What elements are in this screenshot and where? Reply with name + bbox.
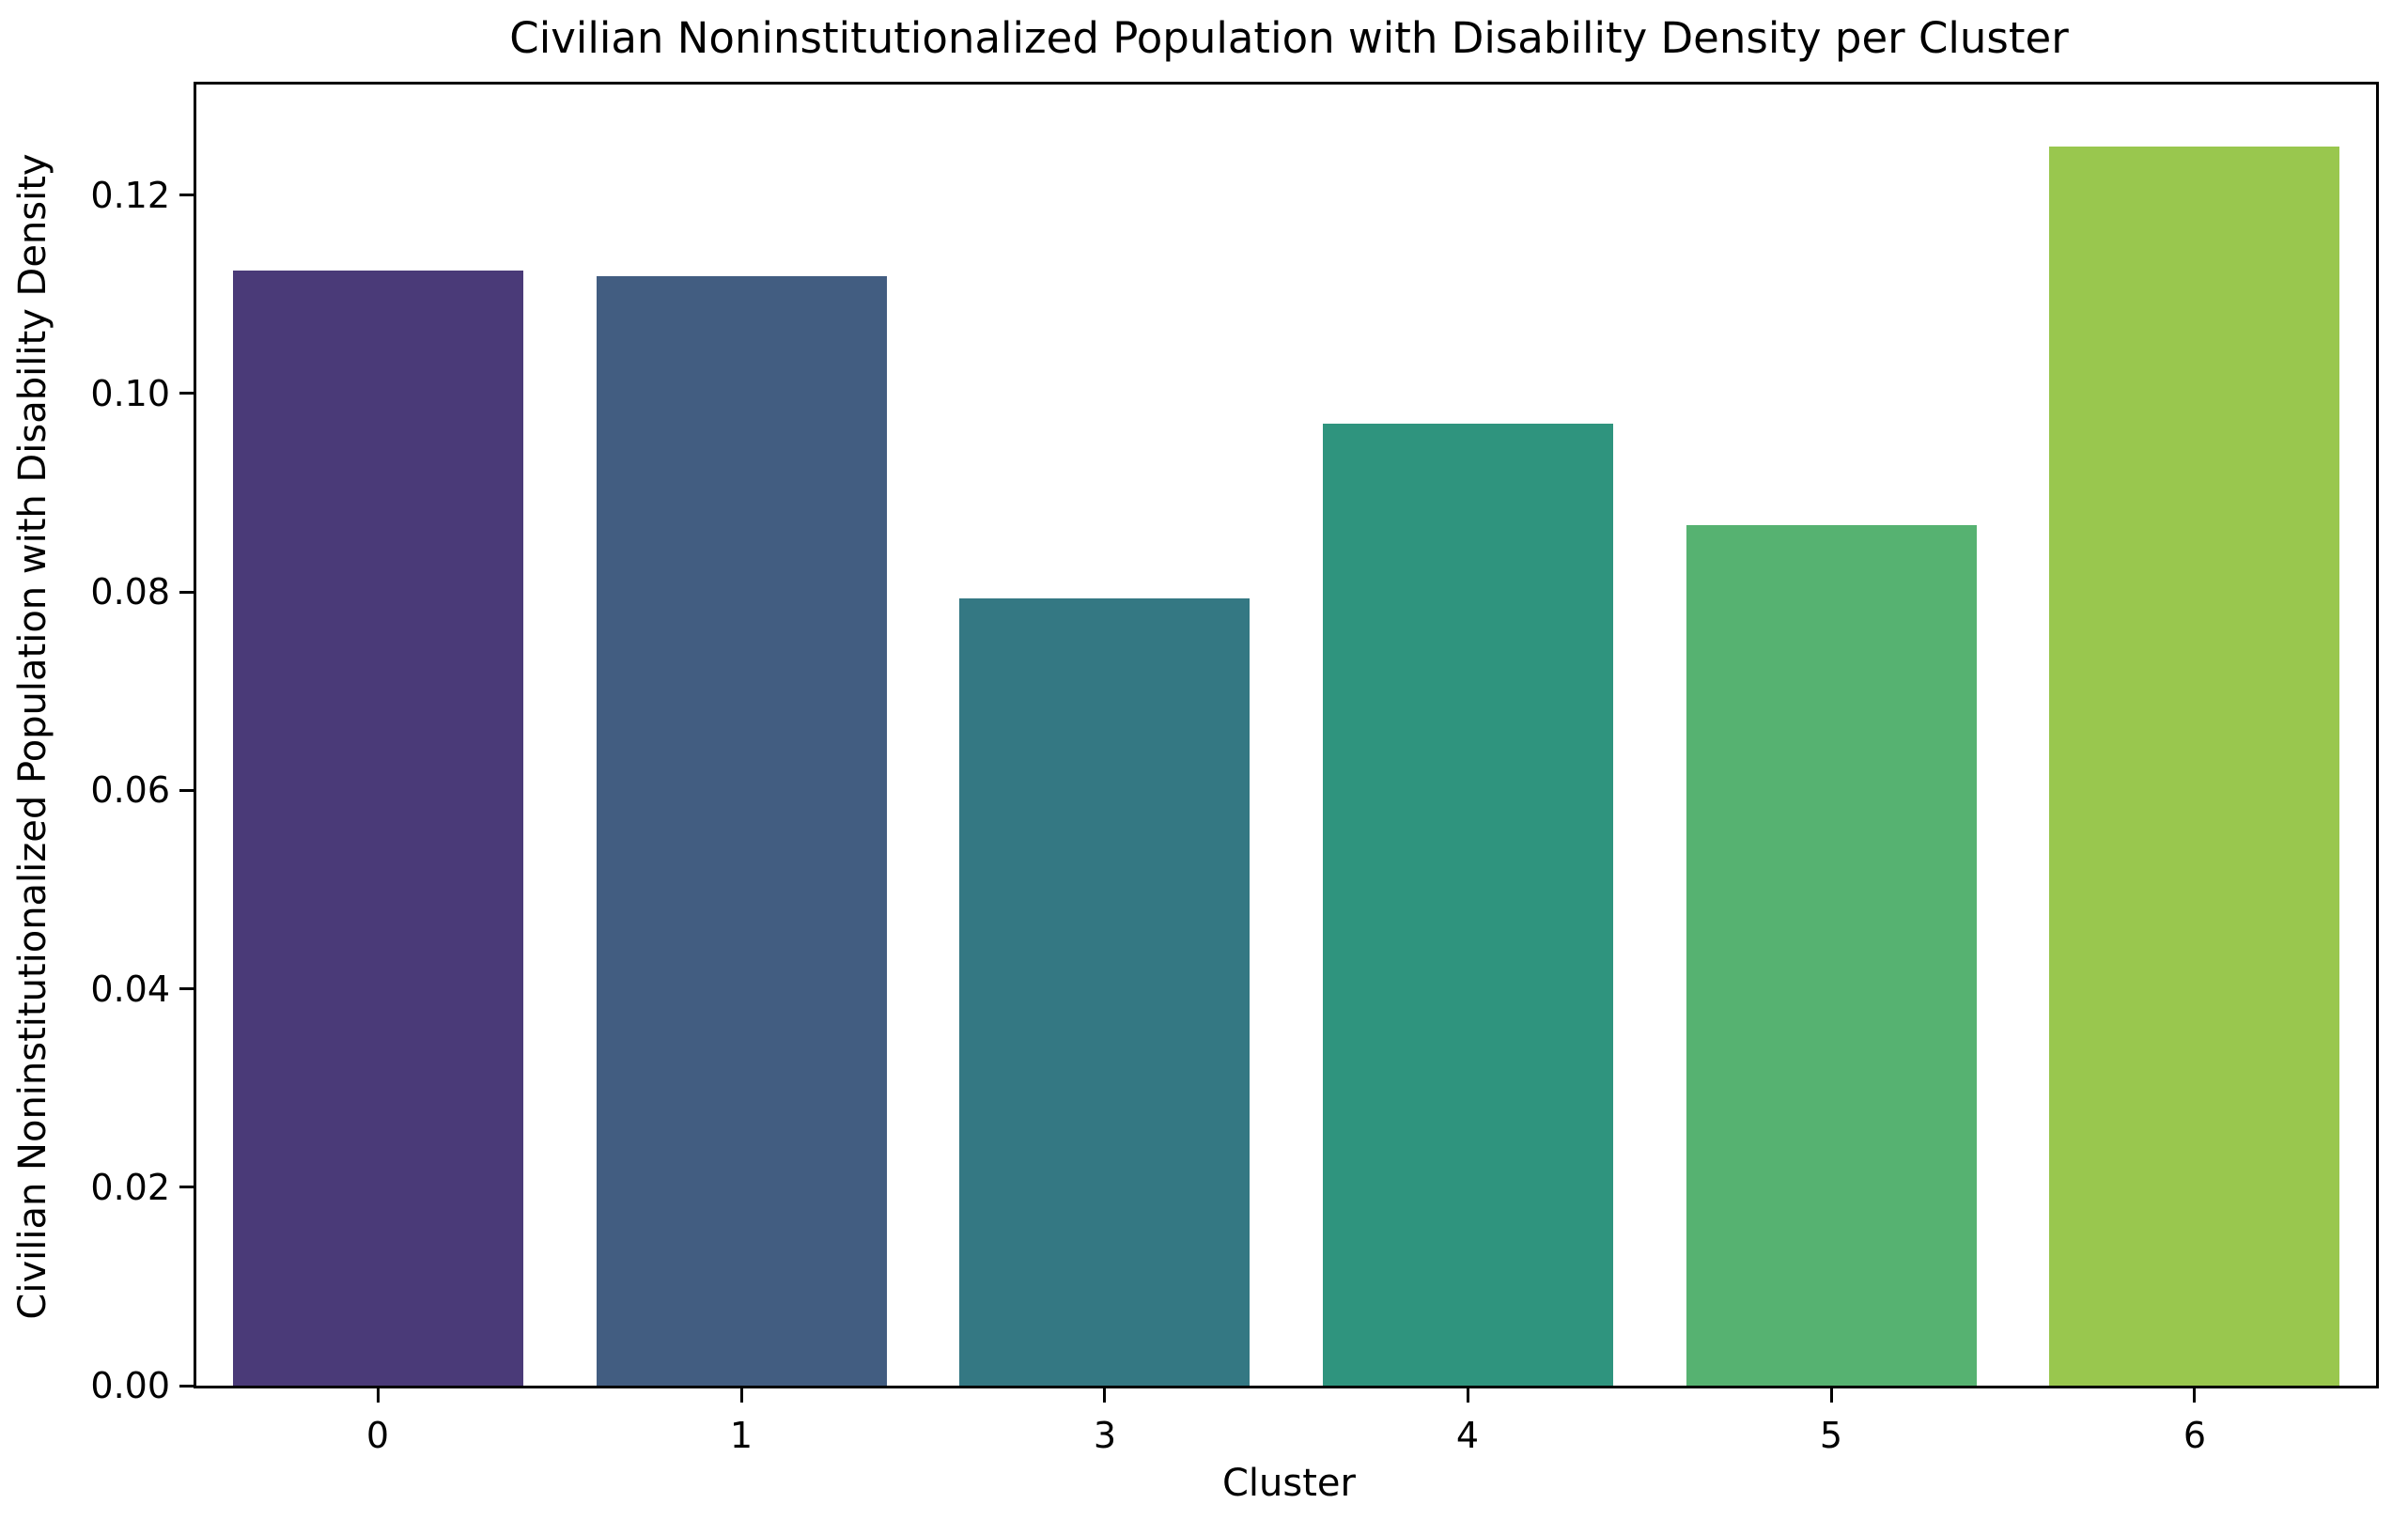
x-tick-mark: [1103, 1388, 1106, 1403]
y-tick-label: 0.00: [90, 1365, 170, 1406]
x-tick-label: 6: [2183, 1415, 2207, 1456]
y-tick-mark: [179, 591, 194, 594]
y-tick-label: 0.10: [90, 373, 170, 414]
x-tick-label: 0: [365, 1415, 390, 1456]
y-tick-label: 0.06: [90, 769, 170, 811]
x-tick-mark: [2193, 1388, 2196, 1403]
y-tick-mark: [179, 1186, 194, 1188]
y-tick-mark: [179, 987, 194, 990]
bar-cluster-0: [233, 271, 523, 1386]
x-tick-mark: [740, 1388, 743, 1403]
bar-cluster-3: [959, 598, 1250, 1386]
y-tick-mark: [179, 392, 194, 395]
x-tick-mark: [1830, 1388, 1833, 1403]
x-tick-label: 5: [1819, 1415, 1843, 1456]
y-tick-mark: [179, 194, 194, 196]
bar-cluster-4: [1323, 424, 1613, 1386]
bar-cluster-6: [2049, 147, 2339, 1386]
y-tick-mark: [179, 1385, 194, 1388]
bar-cluster-1: [597, 276, 887, 1386]
plot-area: 0 1 3 4 5 6 0.00 0.02 0.04 0.06 0.08 0.10 0.12: [90, 82, 2379, 1453]
x-tick-mark: [377, 1388, 380, 1403]
x-tick-label: 3: [1093, 1415, 1117, 1456]
y-tick-label: 0.08: [90, 571, 170, 612]
x-tick-label: 4: [1455, 1415, 1480, 1456]
bar-cluster-5: [1686, 525, 1977, 1386]
x-axis-label: Cluster: [1222, 1462, 1356, 1505]
x-tick-mark: [1467, 1388, 1469, 1403]
y-tick-mark: [179, 789, 194, 792]
x-tick-label: 1: [729, 1415, 753, 1456]
y-tick-label: 0.12: [90, 175, 170, 216]
y-axis-label: Civilian Noninstitutionalized Population…: [11, 153, 54, 1320]
y-tick-label: 0.04: [90, 969, 170, 1010]
chart-title: Civilian Noninstitutionalized Population…: [509, 13, 2069, 63]
y-tick-label: 0.02: [90, 1167, 170, 1208]
